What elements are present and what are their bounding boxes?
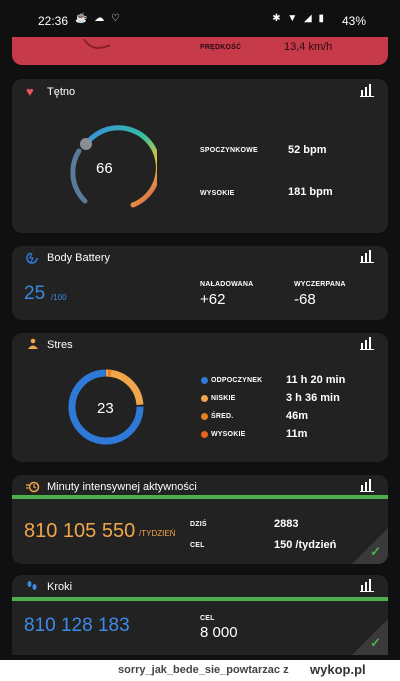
chart-icon[interactable] xyxy=(360,250,374,263)
intensity-icon xyxy=(26,481,40,493)
watermark-username: sorry_jak_bede_sie_powtarzac z xyxy=(118,664,289,676)
legend-low-label: NISKIE xyxy=(211,395,236,402)
wykop-logo: wykop.pl xyxy=(310,662,366,677)
legend-high-value: 11m xyxy=(286,428,308,440)
goal-label: CEL xyxy=(190,542,205,549)
goal-value: 150 /tydzień xyxy=(274,539,337,551)
steps-goal-value: 8 000 xyxy=(200,624,238,641)
intensity-title: Minuty intensywnej aktywności xyxy=(47,481,197,493)
legend-rest-value: 11 h 20 min xyxy=(286,374,346,386)
heart-rate-card[interactable]: ♥ Tętno 66 SPOCZYNKOWE 52 bpm WYSOKIE 18… xyxy=(12,79,388,233)
battery-percent: 43% xyxy=(341,14,366,28)
chart-icon[interactable] xyxy=(360,579,374,592)
goal-reached-badge: ✓ xyxy=(352,528,388,564)
status-bar: 22:36 ☕ ☁ ♡ ✱ ▼ ◢ ▮ 43% xyxy=(0,0,400,40)
drained-value: -68 xyxy=(294,291,316,308)
stress-value: 23 xyxy=(97,400,114,417)
intensity-progress-bar xyxy=(12,495,388,499)
chart-icon[interactable] xyxy=(360,479,374,492)
resting-hr-label: SPOCZYNKOWE xyxy=(200,147,258,154)
intensity-unit: /TYDZIEŃ xyxy=(139,529,176,538)
legend-dot-high xyxy=(201,431,208,438)
steps-card[interactable]: Kroki 810 128 183 CEL 8 000 ✓ xyxy=(12,575,388,655)
goal-reached-badge: ✓ xyxy=(352,619,388,655)
body-battery-title: Body Battery xyxy=(47,252,110,264)
legend-medium-label: ŚRED. xyxy=(211,413,234,420)
stress-icon xyxy=(28,338,38,349)
legend-high-label: WYSOKIE xyxy=(211,431,246,438)
speed-value: 13,4 km/h xyxy=(284,41,333,53)
steps-title: Kroki xyxy=(47,581,73,593)
watermark-bar: sorry_jak_bede_sie_powtarzac z wykop.pl xyxy=(0,660,400,681)
body-battery-card[interactable]: Body Battery 25 /100 NAŁADOWANA +62 WYCZ… xyxy=(12,246,388,320)
intensity-minutes-card[interactable]: Minuty intensywnej aktywności 810 105 55… xyxy=(12,475,388,564)
notification-icons: ☕ ☁ ♡ xyxy=(75,13,122,24)
high-hr-label: WYSOKIE xyxy=(200,190,235,197)
speed-label: PRĘDKOŚĆ xyxy=(200,44,242,51)
legend-medium-value: 46m xyxy=(286,410,309,422)
today-value: 2883 xyxy=(274,518,299,530)
status-time: 22:36 xyxy=(38,14,69,28)
steps-goal-label: CEL xyxy=(200,615,215,622)
speed-card[interactable]: PRĘDKOŚĆ 13,4 km/h xyxy=(12,37,388,65)
steps-value: 810 128 183 xyxy=(24,615,130,636)
chart-icon[interactable] xyxy=(360,84,374,97)
body-battery-value: 25 xyxy=(24,283,46,304)
steps-progress-bar xyxy=(12,597,388,601)
footsteps-icon xyxy=(27,581,37,590)
charged-label: NAŁADOWANA xyxy=(200,281,254,288)
stress-title: Stres xyxy=(47,339,73,351)
check-icon: ✓ xyxy=(370,544,381,559)
body-battery-max: /100 xyxy=(51,293,67,302)
stress-ring xyxy=(68,369,144,445)
stress-card[interactable]: Stres 23 ODPOCZYNEK 11 h 20 min NISKIE 3… xyxy=(12,333,388,462)
speed-decoration-icon xyxy=(83,38,111,49)
heart-rate-gauge xyxy=(70,125,157,208)
system-icons: ✱ ▼ ◢ ▮ xyxy=(272,13,326,24)
legend-dot-medium xyxy=(201,413,208,420)
body-battery-icon xyxy=(26,252,38,264)
heart-rate-title: Tętno xyxy=(47,86,76,98)
charged-value: +62 xyxy=(200,291,226,308)
high-hr-value: 181 bpm xyxy=(288,186,333,198)
check-icon: ✓ xyxy=(370,635,381,650)
drained-label: WYCZERPANA xyxy=(294,281,346,288)
intensity-value: 810 105 550 xyxy=(24,520,136,542)
legend-low-value: 3 h 36 min xyxy=(286,392,340,404)
legend-dot-low xyxy=(201,395,208,402)
legend-rest-label: ODPOCZYNEK xyxy=(211,377,263,384)
legend-dot-rest xyxy=(201,377,208,384)
heart-icon: ♥ xyxy=(26,84,34,99)
today-label: DZIŚ xyxy=(190,521,207,528)
chart-icon[interactable] xyxy=(360,337,374,350)
heart-rate-value: 66 xyxy=(96,160,113,177)
resting-hr-value: 52 bpm xyxy=(288,144,327,156)
